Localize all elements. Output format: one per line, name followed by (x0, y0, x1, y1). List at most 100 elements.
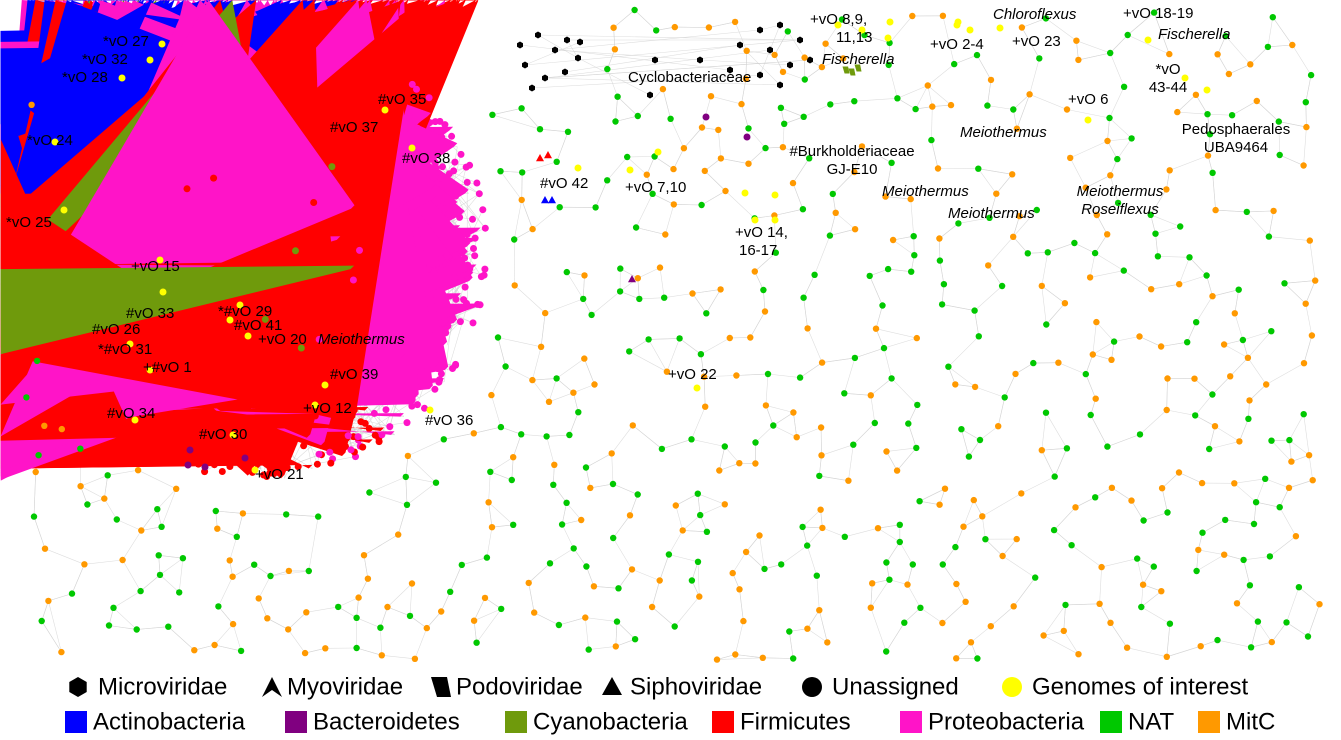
node (1177, 223, 1184, 230)
edge (870, 395, 876, 424)
node (153, 432, 161, 440)
node (110, 604, 117, 611)
node (841, 390, 848, 397)
edge (387, 583, 413, 608)
edge (1013, 109, 1018, 129)
node-label: #vO 42 (540, 175, 588, 192)
edge (194, 644, 215, 651)
node (421, 404, 428, 412)
node (1206, 131, 1214, 138)
edge (531, 74, 761, 89)
edge (978, 168, 1013, 175)
edge (899, 541, 914, 565)
node (672, 502, 679, 509)
edge (1198, 549, 1225, 555)
node (1038, 282, 1046, 290)
edge (891, 378, 918, 406)
edge (1217, 54, 1230, 75)
node-label: +vO 20 (258, 331, 307, 348)
node (45, 597, 52, 605)
edge (861, 146, 892, 164)
node (1268, 437, 1275, 444)
node (761, 308, 769, 315)
edge (1206, 275, 1213, 297)
node (487, 468, 494, 475)
node (282, 444, 290, 452)
node (522, 61, 528, 69)
node (1013, 535, 1020, 543)
edge (539, 128, 569, 133)
node (377, 624, 384, 631)
node (762, 144, 769, 152)
node (743, 133, 751, 141)
edge (829, 228, 856, 236)
node (488, 524, 496, 531)
node (1096, 600, 1103, 607)
node (882, 193, 889, 200)
legend-swatch (712, 711, 734, 733)
edge (958, 217, 990, 224)
edge (1169, 155, 1209, 171)
edge (674, 596, 700, 627)
edge (1279, 154, 1304, 166)
node (717, 286, 724, 293)
edge (735, 654, 763, 659)
node (1082, 370, 1090, 378)
node (676, 335, 683, 342)
edge (113, 607, 137, 630)
edge (387, 606, 411, 617)
edge (724, 446, 740, 464)
edge (1207, 113, 1233, 116)
node (531, 609, 538, 616)
node (829, 190, 836, 198)
edge (956, 583, 966, 602)
node (771, 191, 779, 199)
node (590, 583, 598, 590)
edge (548, 392, 574, 403)
legend-swatch (1198, 711, 1220, 733)
node (1192, 91, 1200, 99)
node (408, 402, 416, 410)
node (1075, 651, 1082, 658)
edge (892, 239, 915, 256)
node (218, 468, 226, 475)
node (658, 445, 666, 453)
edge (528, 563, 551, 584)
edge (461, 557, 487, 566)
node (610, 534, 617, 542)
edge (673, 148, 685, 170)
node (974, 655, 981, 662)
edge (807, 328, 823, 363)
edge (492, 108, 522, 116)
node (564, 36, 570, 44)
node (1252, 499, 1260, 506)
node (469, 319, 477, 327)
node (867, 604, 874, 611)
edge (816, 575, 820, 611)
edge (1289, 440, 1292, 462)
edge (1139, 409, 1167, 435)
edge (886, 447, 917, 452)
node (896, 538, 903, 546)
edge (1225, 519, 1255, 525)
node (438, 181, 446, 188)
edge (616, 621, 636, 640)
edge (1196, 549, 1199, 572)
node (1193, 567, 1200, 575)
node (1175, 469, 1183, 476)
edge (704, 158, 722, 172)
node (366, 489, 373, 496)
edge (963, 499, 975, 527)
edge (869, 268, 889, 277)
node (631, 636, 639, 643)
node-label: #vO 33 (126, 305, 174, 322)
node (1263, 381, 1270, 388)
edge (697, 493, 725, 505)
node (553, 375, 560, 382)
node (1134, 555, 1141, 562)
node (1288, 458, 1295, 465)
edge (122, 530, 142, 561)
node (659, 85, 667, 93)
node (480, 271, 488, 279)
edge (287, 612, 307, 630)
